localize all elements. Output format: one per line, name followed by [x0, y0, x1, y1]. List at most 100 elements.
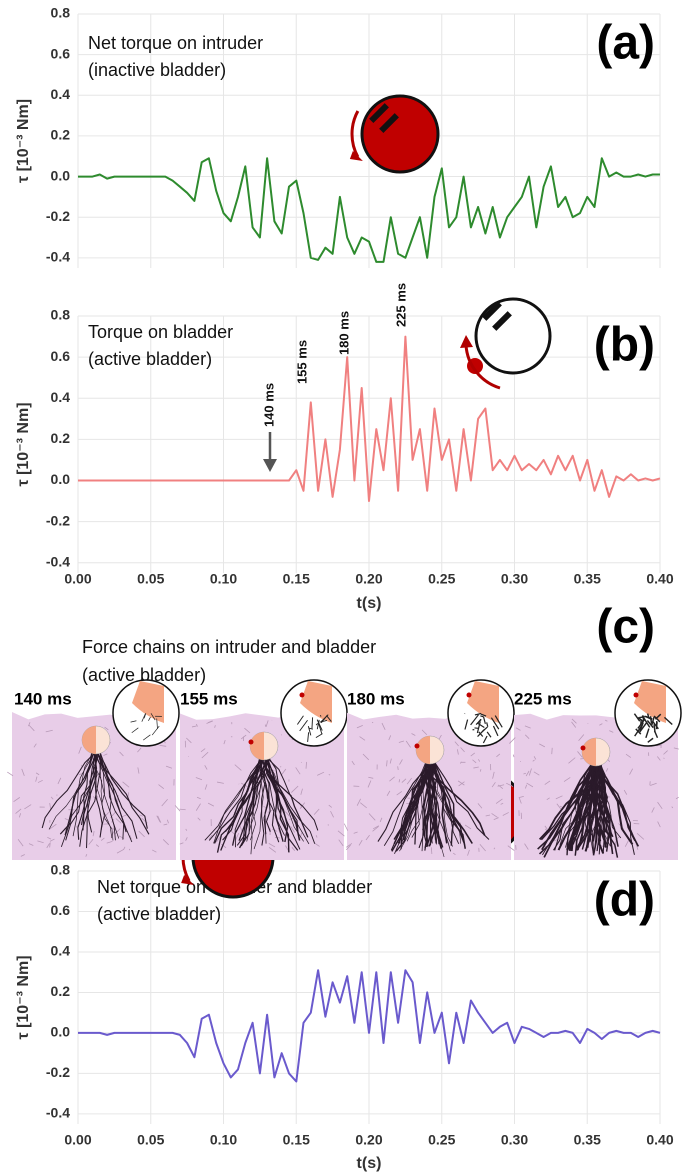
grain-contact — [204, 784, 208, 790]
annotation: (active bladder) — [82, 665, 206, 685]
grain-contact — [50, 796, 54, 800]
force-chain-frame: 225 ms — [507, 679, 682, 860]
grain-contact — [421, 729, 428, 736]
grain-contact — [200, 748, 206, 753]
grain-contact — [495, 798, 503, 804]
force-chain — [250, 757, 261, 841]
force-chain-frame: 155 ms — [179, 679, 348, 860]
grain-contact — [244, 727, 251, 734]
grain-contact — [28, 722, 31, 727]
force-chain — [238, 757, 268, 849]
x-tick-label: 0.00 — [64, 1132, 91, 1148]
annotation: (inactive bladder) — [88, 60, 226, 80]
grain-contact — [234, 764, 242, 771]
force-chain — [234, 757, 265, 848]
force-chain — [566, 763, 596, 851]
zoom-chain — [477, 722, 485, 728]
zoom-chain — [482, 716, 486, 724]
y-axis-label: τ [10⁻³ Nm] — [15, 402, 32, 486]
zoom-intruder — [467, 681, 499, 723]
marker-bar — [369, 103, 389, 123]
grain-contact — [305, 761, 307, 769]
grain-contact — [21, 768, 25, 776]
grain-contact — [528, 768, 532, 776]
force-chain — [100, 751, 105, 831]
grain-contact — [152, 849, 157, 853]
grain-contact — [492, 771, 495, 779]
grain-contact — [671, 806, 674, 809]
bladder-dot — [580, 745, 586, 751]
zoom-chain — [646, 720, 654, 729]
x-tick-label: 0.35 — [574, 1132, 601, 1148]
force-chain — [591, 763, 611, 847]
grain-contact — [663, 757, 665, 759]
y-tick-label: 0.0 — [51, 471, 71, 487]
grain-contact — [221, 843, 227, 849]
grain-contact — [396, 791, 403, 796]
x-tick-label: 0.10 — [210, 1132, 237, 1148]
zoom-chain — [130, 720, 137, 723]
marker-bar — [482, 301, 502, 321]
zoom-chain — [652, 720, 659, 730]
grain-contact — [651, 807, 655, 813]
force-chain — [79, 751, 101, 847]
grain-contact — [663, 750, 668, 755]
grain-contact — [524, 734, 530, 739]
grain-contact — [356, 724, 363, 729]
x-tick-label: 0.40 — [646, 1132, 673, 1148]
zoom-chain — [645, 728, 650, 739]
grain-contact — [28, 724, 35, 732]
bladder-dot — [248, 739, 254, 745]
grain-contact — [472, 759, 477, 764]
intruder-half — [250, 732, 264, 760]
grain-contact — [37, 840, 44, 844]
grain-contact — [223, 739, 226, 745]
intruder — [474, 297, 552, 375]
zoom-chain — [651, 716, 655, 726]
grain-contact — [397, 766, 399, 770]
grain-contact — [100, 837, 105, 841]
zoom-chain — [663, 716, 673, 726]
grain-contact — [119, 751, 124, 757]
y-tick-label: 0.4 — [51, 86, 71, 102]
grain-contact — [478, 759, 481, 762]
granular-bed — [12, 712, 176, 860]
grain-contact — [526, 782, 534, 788]
grain-contact — [15, 808, 22, 814]
force-chain — [208, 757, 263, 841]
panel-label: (a) — [596, 17, 655, 70]
zoom-chain — [150, 713, 156, 721]
grain-contact — [162, 839, 169, 846]
marker-bar — [379, 113, 399, 133]
grain-contact — [338, 839, 344, 847]
grain-contact — [114, 828, 121, 835]
grain-contact — [502, 812, 509, 816]
zoom-chain — [639, 716, 645, 719]
grain-contact — [368, 813, 376, 821]
grain-contact — [635, 843, 639, 850]
zoom-chain — [299, 719, 308, 732]
grain-contact — [328, 804, 332, 808]
arrow-head — [460, 335, 473, 348]
grain-contact — [398, 779, 401, 783]
force-chain — [263, 757, 304, 842]
grain-contact — [33, 743, 37, 748]
grain-contact — [115, 818, 122, 824]
grain-contact — [195, 803, 201, 811]
grain-contact — [457, 780, 465, 786]
grain-contact — [515, 727, 521, 731]
grain-contact — [174, 805, 181, 812]
zoom-intruder — [634, 681, 666, 723]
x-tick-label: 0.00 — [64, 571, 91, 587]
force-chain — [598, 763, 608, 833]
grain-contact — [17, 838, 24, 847]
zoom-chain — [482, 735, 488, 744]
grain-contact — [191, 725, 197, 728]
grain-contact — [509, 737, 516, 744]
bladder-dot — [466, 692, 472, 698]
grain-contact — [207, 802, 215, 807]
grain-contact — [372, 825, 380, 830]
force-chain-frame: 180 ms — [343, 679, 515, 860]
force-chain — [394, 761, 427, 854]
